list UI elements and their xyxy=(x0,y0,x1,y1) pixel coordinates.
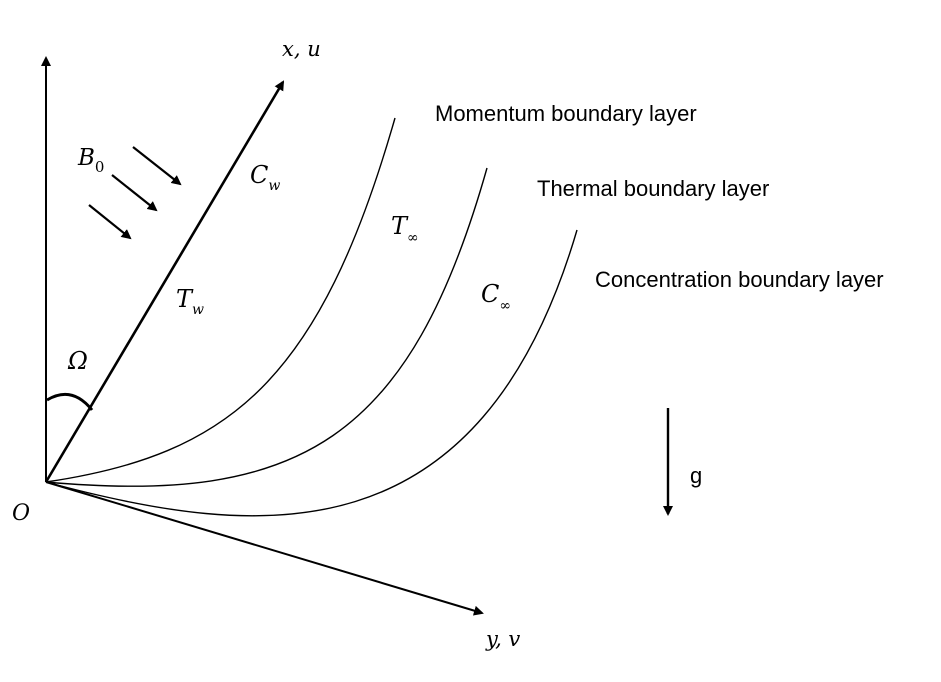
x-axis xyxy=(44,80,285,483)
wall-temperature-label: Tw xyxy=(176,285,204,318)
angle-arc xyxy=(46,392,94,411)
angle-label: Ω xyxy=(67,347,88,375)
magnetic-field-arrow xyxy=(88,204,132,240)
origin-label: O xyxy=(12,501,30,526)
magnetic-field-arrow xyxy=(111,174,158,212)
thermal-layer-label: Thermal boundary layer xyxy=(537,176,769,201)
magnetic-field-label: B0 xyxy=(77,145,104,176)
ambient-concentration-label: C∞ xyxy=(481,280,511,314)
x-axis-label: x, u xyxy=(282,37,321,61)
concentration-boundary-curve xyxy=(45,229,578,517)
ambient-temperature-label: T∞ xyxy=(391,212,419,246)
momentum-layer-label: Momentum boundary layer xyxy=(435,101,697,126)
y-axis-label: y, v xyxy=(485,627,520,651)
concentration-layer-label: Concentration boundary layer xyxy=(595,267,884,292)
momentum-boundary-curve xyxy=(45,117,396,483)
y-axis xyxy=(45,481,484,616)
magnetic-field-arrow xyxy=(132,146,182,186)
wall-concentration-label: Cw xyxy=(250,161,280,194)
thermal-boundary-curve xyxy=(45,167,488,487)
gravity-label: g xyxy=(690,463,702,488)
